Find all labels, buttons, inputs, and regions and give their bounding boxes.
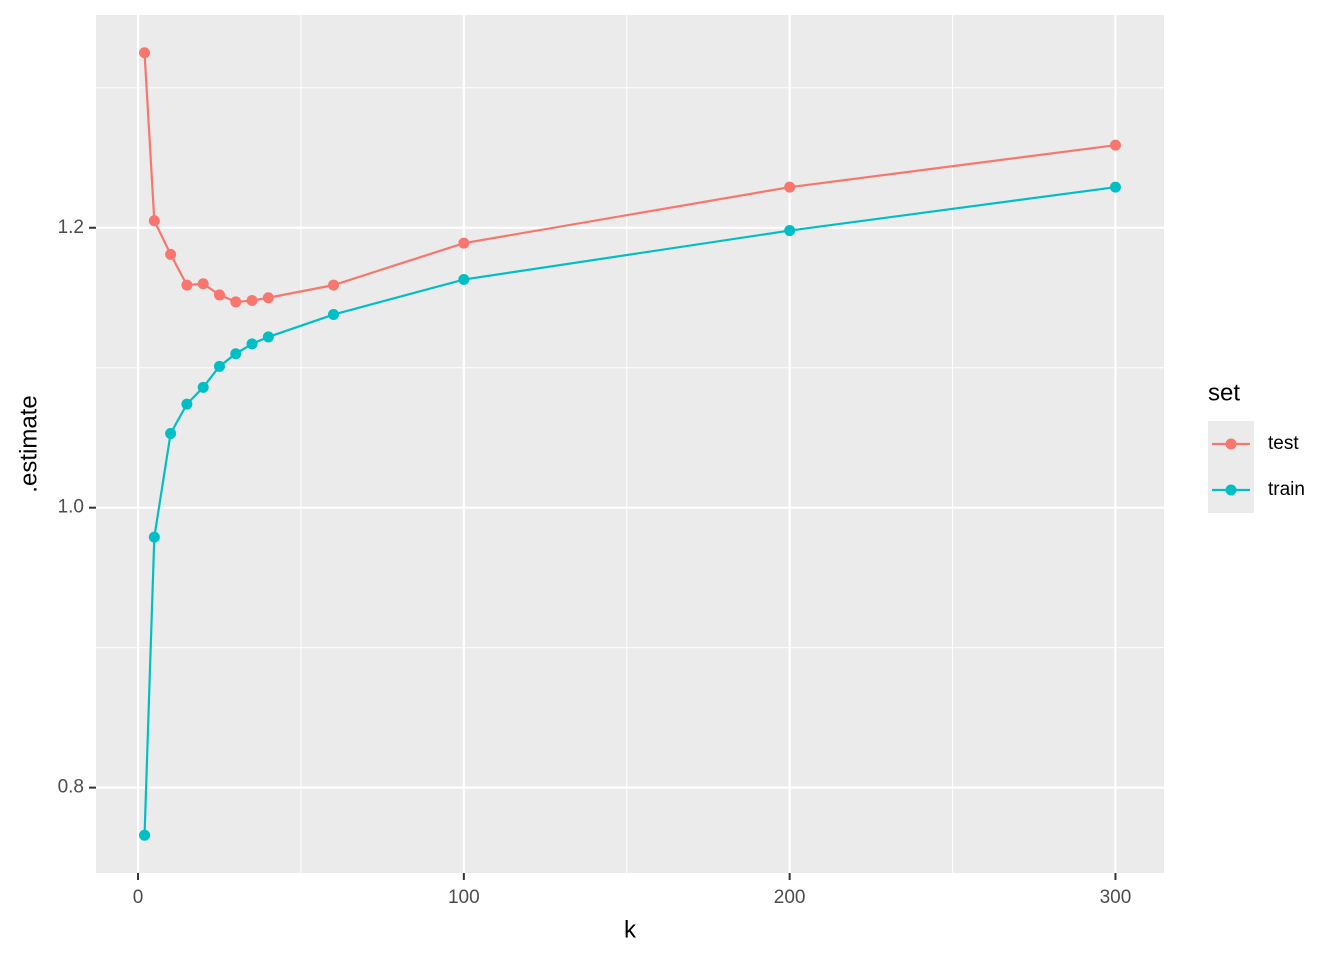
x-axis-title: k: [624, 916, 637, 943]
x-tick-label: 100: [448, 887, 480, 908]
point: [328, 279, 340, 291]
point: [139, 47, 151, 59]
legend-point: [1225, 484, 1237, 496]
point: [1109, 139, 1121, 151]
point: [328, 309, 340, 321]
point: [139, 829, 151, 841]
point: [197, 381, 209, 393]
y-tick-label: 0.8: [58, 777, 84, 798]
point: [165, 428, 177, 440]
point: [458, 237, 470, 249]
point: [230, 296, 242, 308]
y-axis-title: .estimate: [15, 395, 42, 492]
legend-title: set: [1208, 379, 1240, 406]
point: [1109, 181, 1121, 193]
point: [784, 225, 796, 237]
point: [181, 279, 193, 291]
point: [165, 248, 177, 260]
point: [148, 215, 160, 227]
point: [213, 360, 225, 372]
point: [784, 181, 796, 193]
x-tick-label: 0: [133, 887, 144, 908]
legend-label: train: [1268, 479, 1305, 500]
panel: [96, 15, 1164, 873]
point: [230, 348, 242, 360]
point: [458, 274, 470, 286]
x-tick-label: 200: [774, 887, 806, 908]
point: [262, 292, 274, 304]
y-tick-label: 1.2: [58, 217, 84, 238]
point: [262, 331, 274, 343]
point: [213, 289, 225, 301]
x-tick-label: 300: [1100, 887, 1132, 908]
point: [181, 398, 193, 410]
point: [246, 338, 258, 350]
point: [197, 278, 209, 290]
point: [246, 295, 258, 307]
legend-label: test: [1268, 433, 1299, 454]
y-tick-label: 1.0: [58, 497, 84, 518]
point: [148, 531, 160, 543]
legend-point: [1225, 438, 1237, 450]
